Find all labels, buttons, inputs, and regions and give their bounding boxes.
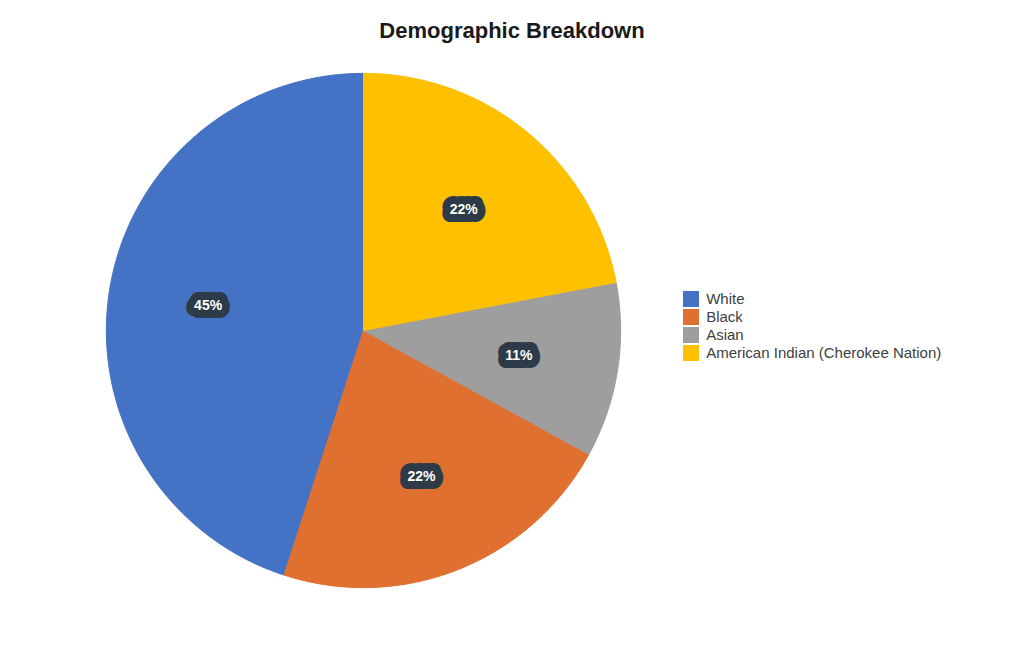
svg-text:22%: 22%: [407, 468, 436, 484]
html-text:Demographic Breakdown: Demographic Breakdown: [379, 18, 645, 43]
html-text:American Indian (Cherokee Nati: American Indian (Cherokee Nation): [706, 344, 942, 362]
html-text:White: White: [706, 290, 745, 308]
svg-text:22%: 22%: [449, 201, 478, 217]
svg-text:11%: 11%: [505, 347, 533, 363]
html-text:Black: Black: [706, 308, 743, 326]
html-text:Asian: Asian: [706, 326, 744, 344]
svg-text:45%: 45%: [194, 297, 223, 313]
